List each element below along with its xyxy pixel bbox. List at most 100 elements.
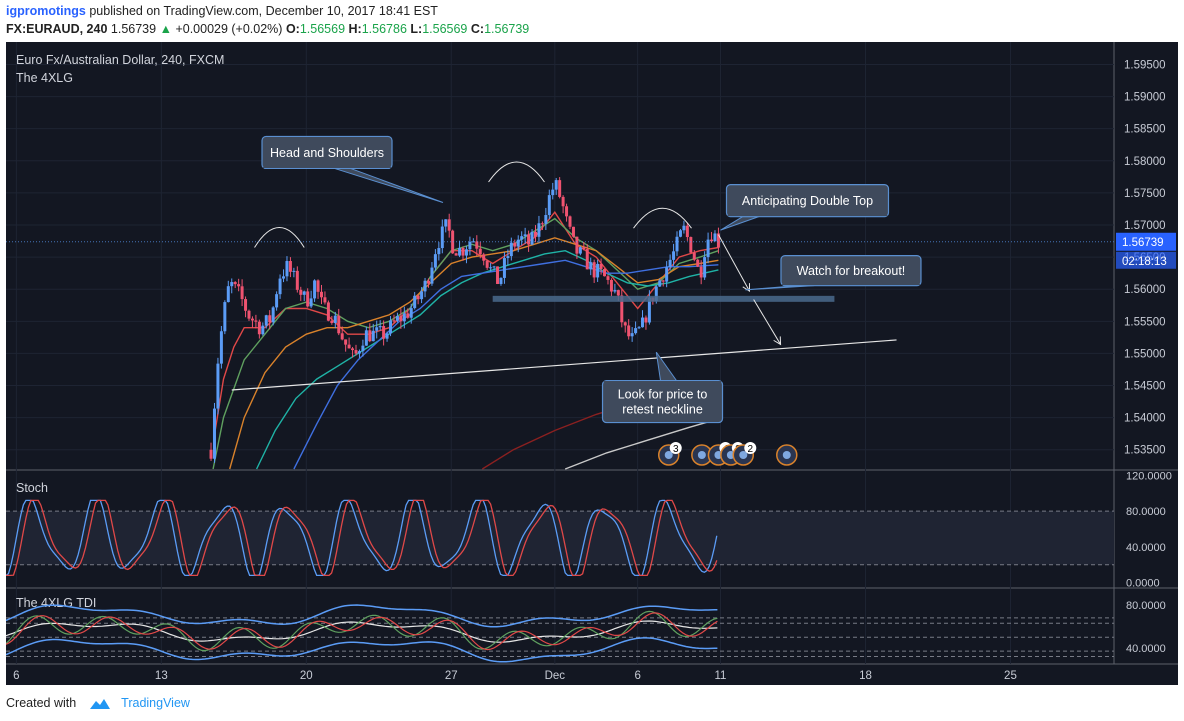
candle-body xyxy=(447,219,451,231)
candle-body xyxy=(716,233,720,248)
up-arrow-icon: ▲ xyxy=(159,22,172,36)
event-flag-inner xyxy=(664,451,673,459)
candle-body xyxy=(616,290,620,296)
candle-body xyxy=(416,295,420,300)
candle-body xyxy=(516,239,520,247)
candle-body xyxy=(275,294,279,308)
candle-body xyxy=(409,308,413,318)
candle-body xyxy=(395,315,399,321)
tdi-y-tick: 80.0000 xyxy=(1126,600,1166,612)
callout-box[interactable] xyxy=(261,135,393,170)
moving-average-line xyxy=(212,217,719,470)
tdi-y-tick: 40.0000 xyxy=(1126,643,1166,655)
tradingview-link[interactable]: TradingView xyxy=(121,696,190,710)
candle-body xyxy=(575,236,579,254)
candle-body xyxy=(499,277,503,284)
callout-text: retest neckline xyxy=(622,403,703,417)
candle-body xyxy=(630,333,634,337)
candle-body xyxy=(565,206,569,217)
candle-body xyxy=(703,257,707,278)
stoch-y-tick: 40.0000 xyxy=(1126,542,1166,554)
candle-body xyxy=(295,270,299,290)
candle-body xyxy=(444,219,448,227)
candle-body xyxy=(454,253,458,256)
countdown-tag xyxy=(1116,251,1176,269)
chart-subtitle: The 4XLG xyxy=(16,71,73,85)
callout-box[interactable] xyxy=(601,379,724,424)
candle-body xyxy=(461,247,465,256)
candle-body xyxy=(582,247,586,250)
footer: Created with TradingView xyxy=(6,696,190,711)
candle-body xyxy=(706,239,710,258)
candle-body xyxy=(292,270,296,272)
candle-body xyxy=(354,350,358,354)
candle-body xyxy=(482,254,486,261)
candle-body xyxy=(537,223,541,237)
callout-box[interactable] xyxy=(725,184,890,218)
x-tick-label: 11 xyxy=(715,670,727,682)
candle-body xyxy=(527,234,531,245)
candle-body xyxy=(344,339,348,345)
stoch-title: Stoch xyxy=(16,481,48,495)
y-tick-label: 1.58500 xyxy=(1124,124,1166,136)
x-tick-label: Dec xyxy=(545,670,566,682)
candle-body xyxy=(672,251,676,260)
countdown-text: 02:18:13 xyxy=(1122,256,1167,268)
candle-body xyxy=(392,320,396,322)
projection-arrow-line xyxy=(753,299,781,345)
high-label: H: xyxy=(348,22,362,36)
candle-body xyxy=(430,267,434,284)
candle-body xyxy=(509,242,513,257)
candle-body xyxy=(433,254,437,268)
x-tick-label: 6 xyxy=(13,670,19,682)
candle-body xyxy=(589,262,593,270)
candle-body xyxy=(554,180,558,190)
publish-line: igpromotings published on TradingView.co… xyxy=(6,4,438,18)
stoch-y-tick: 80.0000 xyxy=(1126,506,1166,518)
candle-body xyxy=(319,291,323,298)
candle-body xyxy=(568,216,572,227)
candle-body xyxy=(689,237,693,253)
candle-body xyxy=(640,317,644,328)
candle-body xyxy=(330,320,334,323)
candle-body xyxy=(223,302,227,332)
candle-body xyxy=(254,320,258,322)
candle-body xyxy=(413,295,417,309)
candle-body xyxy=(685,225,689,238)
candle-body xyxy=(337,315,341,334)
candle-body xyxy=(502,258,506,278)
y-tick-label: 1.54000 xyxy=(1124,413,1166,425)
author-link[interactable]: igpromotings xyxy=(6,4,86,18)
candle-body xyxy=(333,315,337,323)
callout-box[interactable] xyxy=(780,254,922,287)
candle-body xyxy=(571,226,575,237)
candle-body xyxy=(665,267,669,282)
candle-body xyxy=(371,330,375,342)
candle-body xyxy=(530,231,534,245)
chart-canvas[interactable]: 6 13 20 27 Dec 6 11 18 25 1.59500 1.59000 1.58500 1.… xyxy=(6,42,1178,685)
candle-body xyxy=(375,327,379,331)
candle-body xyxy=(713,233,717,242)
neckline-band xyxy=(492,295,835,302)
symbol-line: FX:EURAUD, 240 1.56739 ▲ +0.00029 (+0.02… xyxy=(6,22,529,36)
price-change: +0.00029 (+0.02%) xyxy=(175,22,283,36)
candle-body xyxy=(264,315,268,326)
candle-body xyxy=(492,266,496,268)
candle-body xyxy=(585,249,589,270)
candle-body xyxy=(606,276,610,280)
candle-body xyxy=(513,242,517,247)
callout-text: Look for price to xyxy=(618,388,708,402)
candle-body xyxy=(378,325,382,328)
candle-body xyxy=(299,289,303,295)
y-tick-label: 1.57500 xyxy=(1124,188,1166,200)
candle-body xyxy=(710,239,714,242)
y-tick-label: 1.59000 xyxy=(1124,92,1166,104)
candle-body xyxy=(489,267,493,269)
candle-body xyxy=(306,291,310,307)
candle-body xyxy=(668,259,672,268)
candle-body xyxy=(288,261,292,272)
event-count-text: 2 xyxy=(748,444,754,455)
candle-body xyxy=(257,321,261,335)
close-value: 1.56739 xyxy=(484,22,530,36)
candle-body xyxy=(226,286,230,303)
